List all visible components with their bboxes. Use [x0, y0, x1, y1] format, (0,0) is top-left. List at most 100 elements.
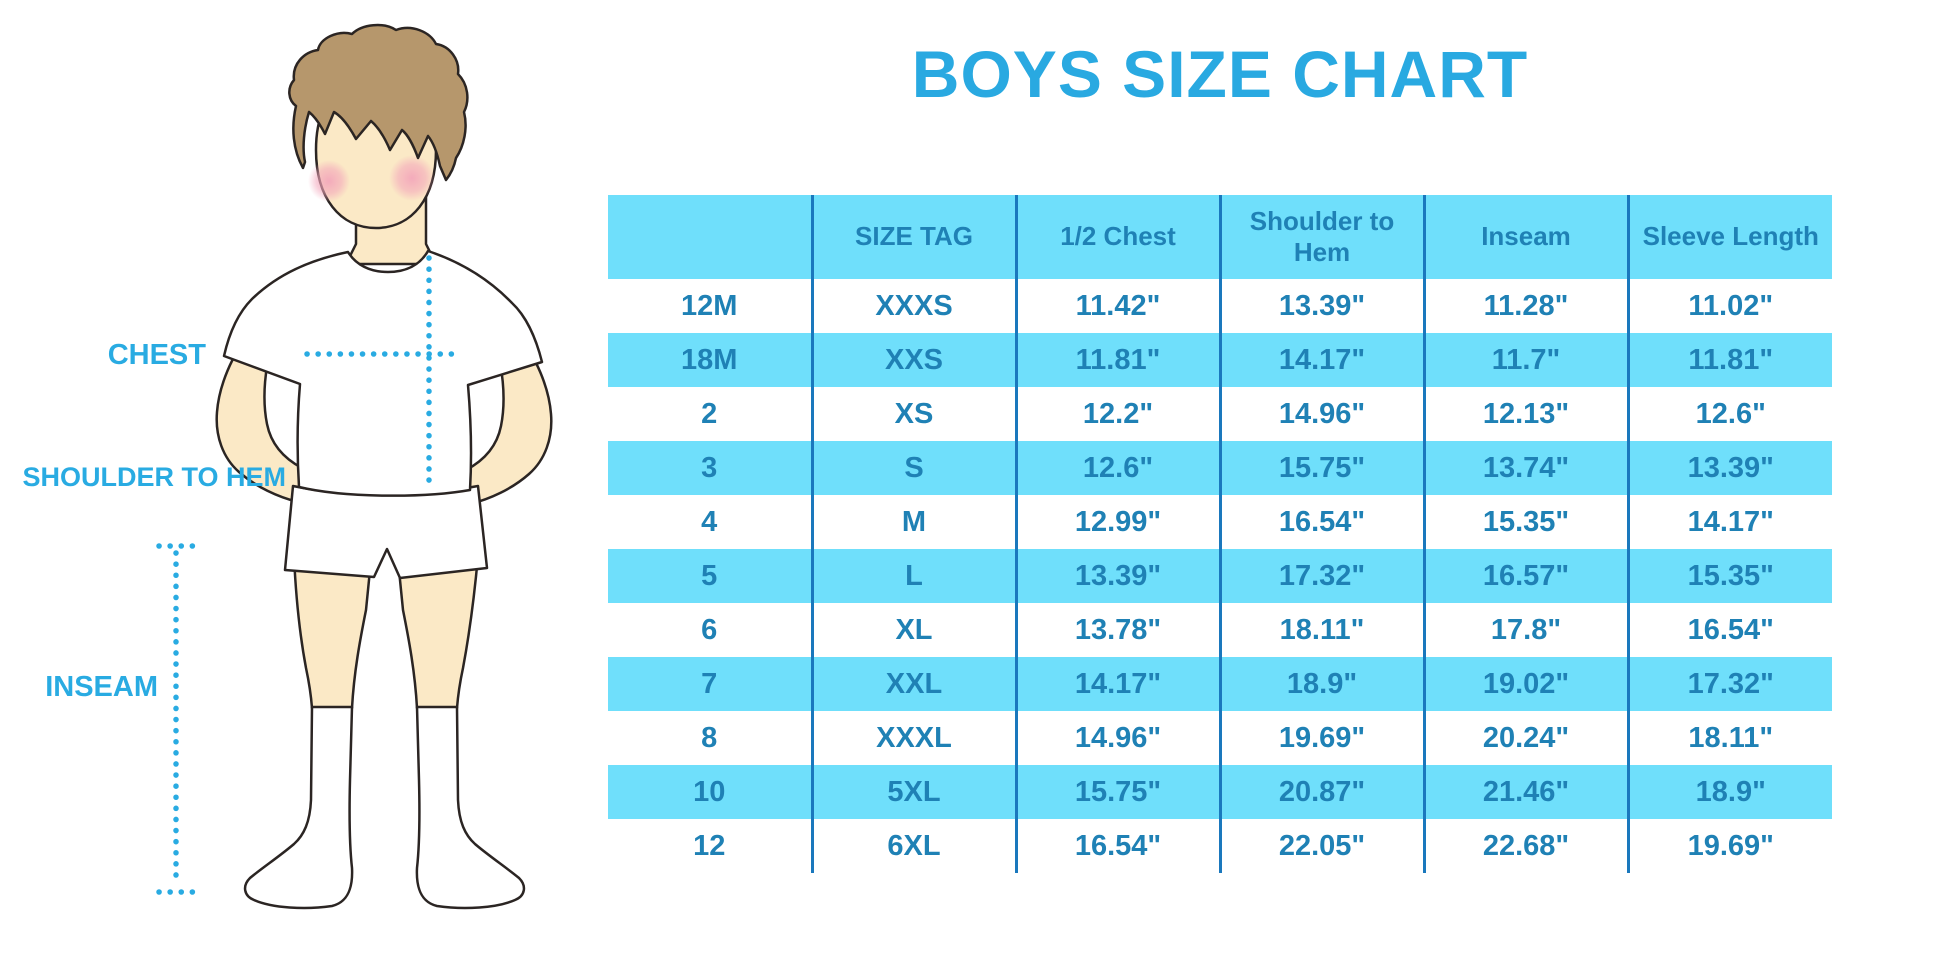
size-value-cell: 11.81" [1014, 333, 1220, 387]
size-value-cell: 6XL [810, 819, 1016, 873]
inseam-label: INSEAM [45, 671, 158, 703]
boy-shirt [222, 249, 544, 497]
size-value-cell: 21.46" [1422, 765, 1628, 819]
size-value-cell: 19.02" [1422, 657, 1628, 711]
boy-hair [288, 23, 469, 182]
size-value-cell: 15.75" [1218, 441, 1424, 495]
size-value-cell: XXL [810, 657, 1016, 711]
size-value-cell: 22.05" [1218, 819, 1424, 873]
size-row-label: 12 [608, 819, 812, 873]
size-value-cell: 13.78" [1014, 603, 1220, 657]
right-leg [397, 554, 480, 710]
shoulder-to-hem-label: SHOULDER TO HEM [22, 462, 286, 492]
size-table-row: 2 XS 12.2" 14.96" 12.13" 12.6" [608, 387, 1832, 441]
size-value-cell: 16.57" [1422, 549, 1628, 603]
size-table-head-row: SIZE TAG 1/2 Chest Shoulder to Hem Inseam Sl… [608, 195, 1832, 279]
size-table-row: 3 S 12.6" 15.75" 13.74" 13.39" [608, 441, 1832, 495]
size-value-cell: 17.32" [1218, 549, 1424, 603]
size-table-row: 12M XXXS 11.42" 13.39" 11.28" 11.02" [608, 279, 1832, 333]
chest-label: CHEST [108, 339, 207, 371]
boy-measurement-figure: CHEST SHOULDER TO HEM INSEAM [22, 23, 553, 910]
size-value-cell: 14.96" [1014, 711, 1220, 765]
size-value-cell: 16.54" [1014, 819, 1220, 873]
size-row-label: 4 [608, 495, 812, 549]
right-cheek [389, 155, 435, 201]
right-arm [464, 334, 553, 506]
size-value-cell: XXS [810, 333, 1016, 387]
size-table-header-cell: Sleeve Length [1626, 195, 1832, 279]
size-value-cell: 13.39" [1626, 441, 1832, 495]
boy-shorts [283, 484, 489, 580]
size-value-cell: XXXS [810, 279, 1016, 333]
size-row-label: 6 [608, 603, 812, 657]
size-table-row: 18M XXS 11.81" 14.17" 11.7" 11.81" [608, 333, 1832, 387]
left-sock [243, 705, 354, 910]
size-table-corner-cell [608, 195, 812, 279]
size-value-cell: 13.39" [1218, 279, 1424, 333]
size-row-label: 18M [608, 333, 812, 387]
size-table-row: 5 L 13.39" 17.32" 16.57" 15.35" [608, 549, 1832, 603]
size-value-cell: 20.24" [1422, 711, 1628, 765]
size-row-label: 7 [608, 657, 812, 711]
size-value-cell: 13.39" [1014, 549, 1220, 603]
size-table-header-cell: SIZE TAG [810, 195, 1016, 279]
size-value-cell: 13.74" [1422, 441, 1628, 495]
size-table: SIZE TAG 1/2 Chest Shoulder to Hem Inseam Sl… [608, 195, 1832, 873]
size-value-cell: M [810, 495, 1016, 549]
size-table-row: 6 XL 13.78" 18.11" 17.8" 16.54" [608, 603, 1832, 657]
size-row-label: 3 [608, 441, 812, 495]
size-value-cell: L [810, 549, 1016, 603]
size-value-cell: 19.69" [1218, 711, 1424, 765]
size-value-cell: 16.54" [1626, 603, 1832, 657]
size-value-cell: 17.8" [1422, 603, 1628, 657]
size-row-label: 8 [608, 711, 812, 765]
size-value-cell: 11.28" [1422, 279, 1628, 333]
size-table-header-cell: Inseam [1422, 195, 1628, 279]
size-row-label: 5 [608, 549, 812, 603]
size-value-cell: XXXL [810, 711, 1016, 765]
size-value-cell: 14.17" [1014, 657, 1220, 711]
size-value-cell: 11.42" [1014, 279, 1220, 333]
size-value-cell: 15.35" [1626, 549, 1832, 603]
size-value-cell: 12.6" [1014, 441, 1220, 495]
size-value-cell: 12.13" [1422, 387, 1628, 441]
size-value-cell: 12.99" [1014, 495, 1220, 549]
size-value-cell: 15.75" [1014, 765, 1220, 819]
size-value-cell: 14.96" [1218, 387, 1424, 441]
size-table-header-cell: Shoulder to Hem [1218, 195, 1424, 279]
size-value-cell: XL [810, 603, 1016, 657]
size-value-cell: 18.9" [1218, 657, 1424, 711]
size-value-cell: XS [810, 387, 1016, 441]
left-leg [292, 554, 372, 710]
size-table-header-cell: 1/2 Chest [1014, 195, 1220, 279]
size-table-row: 12 6XL 16.54" 22.05" 22.68" 19.69" [608, 819, 1832, 873]
size-table-row: 8 XXXL 14.96" 19.69" 20.24" 18.11" [608, 711, 1832, 765]
size-value-cell: 22.68" [1422, 819, 1628, 873]
size-value-cell: 18.9" [1626, 765, 1832, 819]
size-value-cell: 18.11" [1626, 711, 1832, 765]
size-row-label: 10 [608, 765, 812, 819]
left-arm [215, 332, 304, 504]
size-value-cell: 12.6" [1626, 387, 1832, 441]
size-value-cell: 12.2" [1014, 387, 1220, 441]
size-value-cell: 14.17" [1626, 495, 1832, 549]
size-table-body: 12M XXXS 11.42" 13.39" 11.28" 11.02" 18M XXS 11.… [608, 279, 1832, 873]
size-value-cell: 17.32" [1626, 657, 1832, 711]
size-value-cell: 11.81" [1626, 333, 1832, 387]
size-value-cell: 20.87" [1218, 765, 1424, 819]
size-value-cell: 11.7" [1422, 333, 1628, 387]
size-table-row: 10 5XL 15.75" 20.87" 21.46" 18.9" [608, 765, 1832, 819]
size-value-cell: 14.17" [1218, 333, 1424, 387]
size-value-cell: 11.02" [1626, 279, 1832, 333]
size-value-cell: 16.54" [1218, 495, 1424, 549]
size-value-cell: 18.11" [1218, 603, 1424, 657]
left-cheek [308, 160, 350, 202]
size-value-cell: 5XL [810, 765, 1016, 819]
size-row-label: 2 [608, 387, 812, 441]
size-table-row: 7 XXL 14.17" 18.9" 19.02" 17.32" [608, 657, 1832, 711]
size-table-head: SIZE TAG 1/2 Chest Shoulder to Hem Inseam Sl… [608, 195, 1832, 279]
page-title: BOYS SIZE CHART [911, 37, 1529, 111]
size-row-label: 12M [608, 279, 812, 333]
size-value-cell: 19.69" [1626, 819, 1832, 873]
